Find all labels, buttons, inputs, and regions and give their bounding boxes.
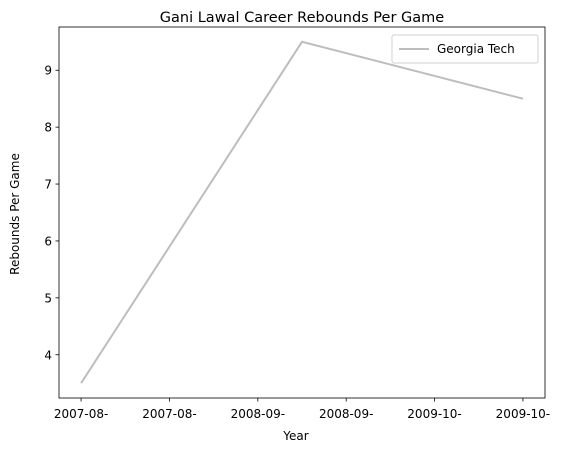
- x-tick-label: 2009-10-: [496, 407, 550, 421]
- series-layer: [80, 40, 524, 384]
- x-tick-label: 2008-09-: [319, 407, 373, 421]
- chart-title: Gani Lawal Career Rebounds Per Game: [160, 10, 444, 26]
- y-tick-label: 8: [44, 121, 52, 135]
- x-tick-label: 2008-09-: [231, 407, 285, 421]
- x-tick-label: 2007-08-: [54, 407, 108, 421]
- legend-label: Georgia Tech: [437, 42, 515, 56]
- legend: Georgia Tech: [391, 34, 539, 64]
- y-tick-label: 6: [44, 234, 52, 248]
- x-tick-label: 2007-08-: [142, 407, 196, 421]
- x-axis-label: Year: [282, 429, 308, 443]
- y-axis-label: Rebounds Per Game: [8, 153, 22, 275]
- x-tick-label: 2009-10-: [407, 407, 461, 421]
- y-tick-label: 9: [44, 64, 52, 78]
- plot-area: [58, 26, 546, 399]
- y-tick-label: 7: [44, 178, 52, 192]
- y-axis-ticks: 4 5 6 7 8 9: [44, 64, 59, 362]
- x-axis-ticks: 2007-08- 2007-08- 2008-09- 2008-09- 2009-10-…: [54, 398, 550, 421]
- y-tick-label: 5: [44, 291, 52, 305]
- legend-box: [391, 34, 539, 64]
- y-tick-label: 4: [44, 348, 52, 362]
